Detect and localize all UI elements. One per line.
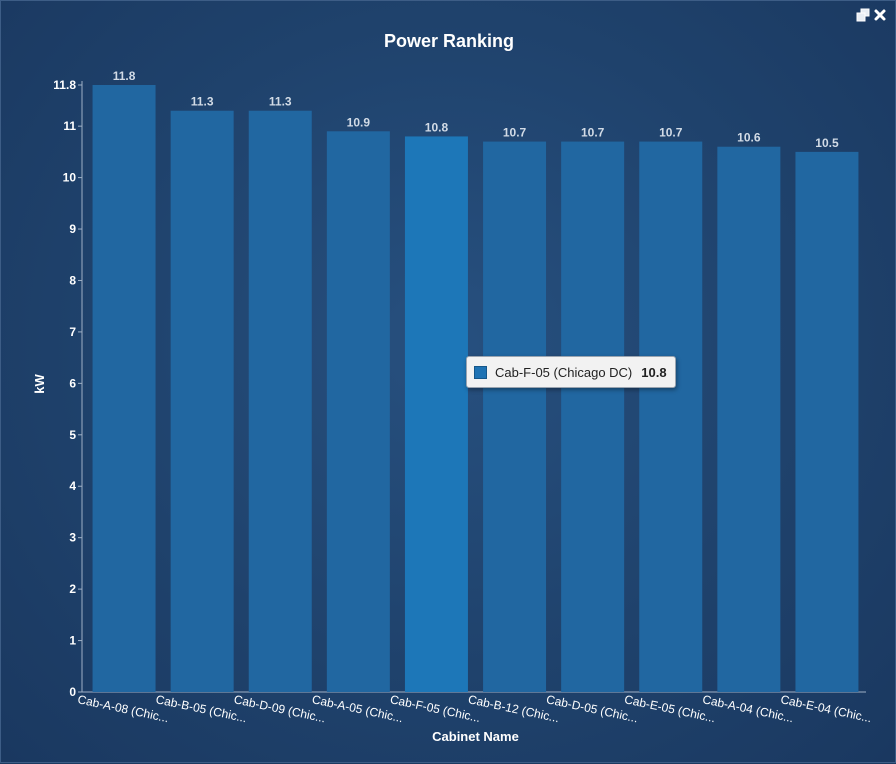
bar-value-label: 10.8 xyxy=(425,120,449,134)
bar xyxy=(248,110,312,692)
bar-value-label: 10.6 xyxy=(737,131,761,145)
tooltip-value: 10.8 xyxy=(641,364,667,380)
x-axis-title: Cabinet Name xyxy=(432,729,519,744)
tooltip-swatch xyxy=(474,365,487,379)
bar xyxy=(483,141,547,693)
chart-title: Power Ranking xyxy=(383,31,515,51)
bar xyxy=(639,141,703,693)
y-tick-label: 11.8 xyxy=(53,78,76,92)
bar-value-label: 10.7 xyxy=(503,126,527,140)
y-tick-label: 9 xyxy=(69,222,76,236)
bar xyxy=(170,110,234,692)
y-tick-label: 1 xyxy=(69,634,76,648)
y-tick-label: 2 xyxy=(69,582,76,596)
bar-value-label: 11.3 xyxy=(191,95,214,109)
y-tick-label: 7 xyxy=(69,325,76,339)
bar-value-label: 10.5 xyxy=(815,136,839,150)
bar xyxy=(326,131,390,692)
y-tick-label: 4 xyxy=(69,479,76,493)
y-axis-title: kW xyxy=(32,374,47,394)
y-tick-label: 10 xyxy=(63,171,77,185)
bar xyxy=(795,151,859,693)
bar xyxy=(561,141,625,693)
bar-value-label: 10.7 xyxy=(581,126,605,140)
close-icon[interactable] xyxy=(873,8,887,22)
y-tick-label: 8 xyxy=(69,273,76,287)
bar-tooltip: Cab-F-05 (Chicago DC) 10.8 xyxy=(466,356,676,388)
bar xyxy=(404,136,468,692)
y-tick-label: 11 xyxy=(63,119,76,133)
bar xyxy=(717,146,781,692)
window-controls xyxy=(856,8,887,22)
bar-value-label: 11.3 xyxy=(269,95,292,109)
tooltip-label: Cab-F-05 (Chicago DC) xyxy=(495,364,633,380)
y-tick-label: 5 xyxy=(69,428,76,442)
y-tick-label: 0 xyxy=(69,685,76,699)
y-tick-label: 6 xyxy=(69,376,76,390)
y-tick-label: 3 xyxy=(69,531,76,545)
bar-value-label: 10.9 xyxy=(347,115,371,129)
bar xyxy=(92,85,156,692)
bar-value-label: 11.8 xyxy=(113,69,136,83)
restore-window-icon[interactable] xyxy=(856,8,870,22)
x-tick-label: Cab-E-04 (Chic... xyxy=(779,692,873,725)
bar-value-label: 10.7 xyxy=(659,126,683,140)
